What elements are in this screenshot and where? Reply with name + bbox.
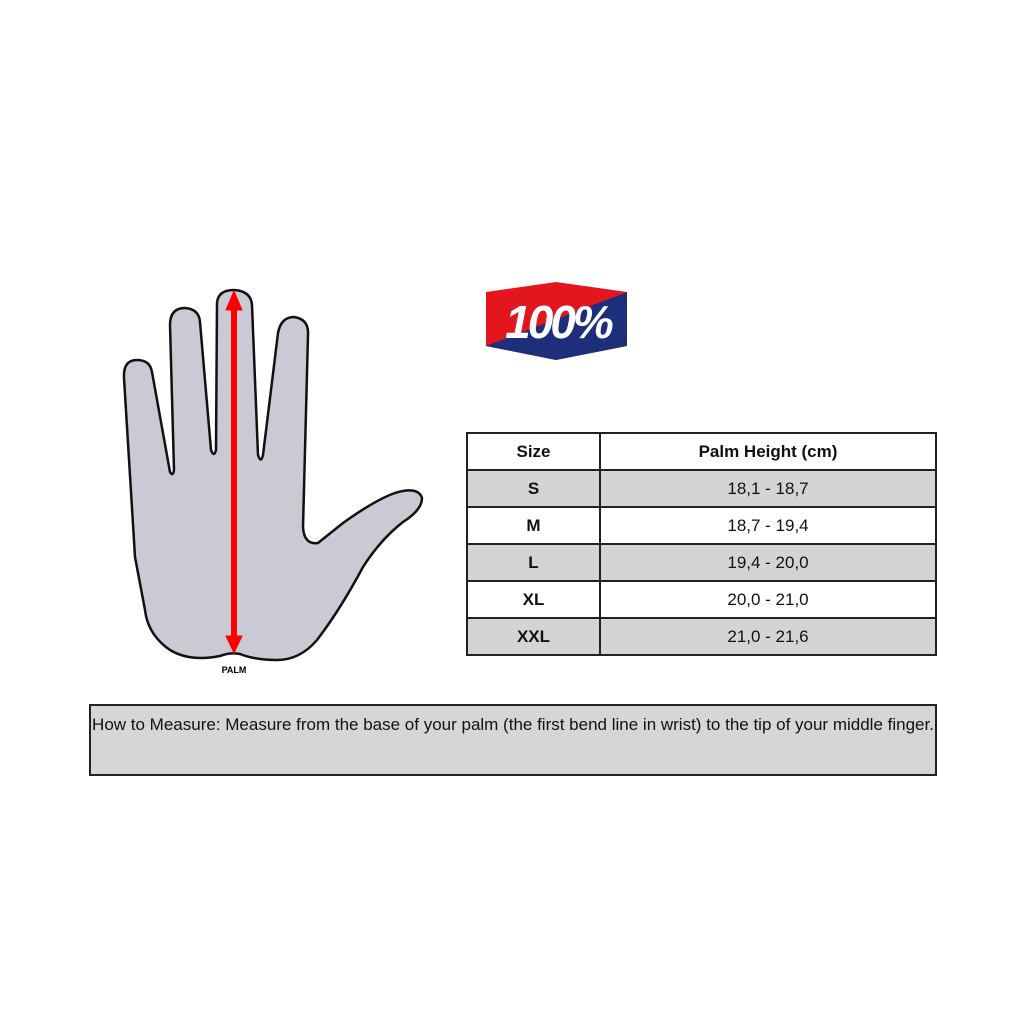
size-chart-table: Size Palm Height (cm) S 18,1 - 18,7 M 18,7… [466, 432, 937, 656]
hand-outline [122, 288, 424, 662]
table-row: XXL 21,0 - 21,6 [466, 617, 937, 656]
table-row: S 18,1 - 18,7 [466, 469, 937, 508]
table-row: M 18,7 - 19,4 [466, 506, 937, 545]
size-cell: L [466, 543, 601, 582]
range-cell: 18,1 - 18,7 [599, 469, 937, 508]
header-palm-height: Palm Height (cm) [599, 432, 937, 471]
range-cell: 19,4 - 20,0 [599, 543, 937, 582]
svg-text:100%: 100% [505, 296, 613, 348]
table-header-row: Size Palm Height (cm) [466, 432, 937, 471]
size-cell: M [466, 506, 601, 545]
palm-label: PALM [222, 665, 247, 675]
measure-arrow [225, 289, 243, 655]
hand-diagram: PALM [122, 288, 424, 675]
range-cell: 18,7 - 19,4 [599, 506, 937, 545]
brand-logo: 100% [486, 282, 627, 360]
table-row: XL 20,0 - 21,0 [466, 580, 937, 619]
header-size: Size [466, 432, 601, 471]
size-cell: S [466, 469, 601, 508]
range-cell: 21,0 - 21,6 [599, 617, 937, 656]
how-to-measure-box: How to Measure: Measure from the base of… [89, 704, 937, 776]
size-cell: XL [466, 580, 601, 619]
size-cell: XXL [466, 617, 601, 656]
range-cell: 20,0 - 21,0 [599, 580, 937, 619]
table-row: L 19,4 - 20,0 [466, 543, 937, 582]
